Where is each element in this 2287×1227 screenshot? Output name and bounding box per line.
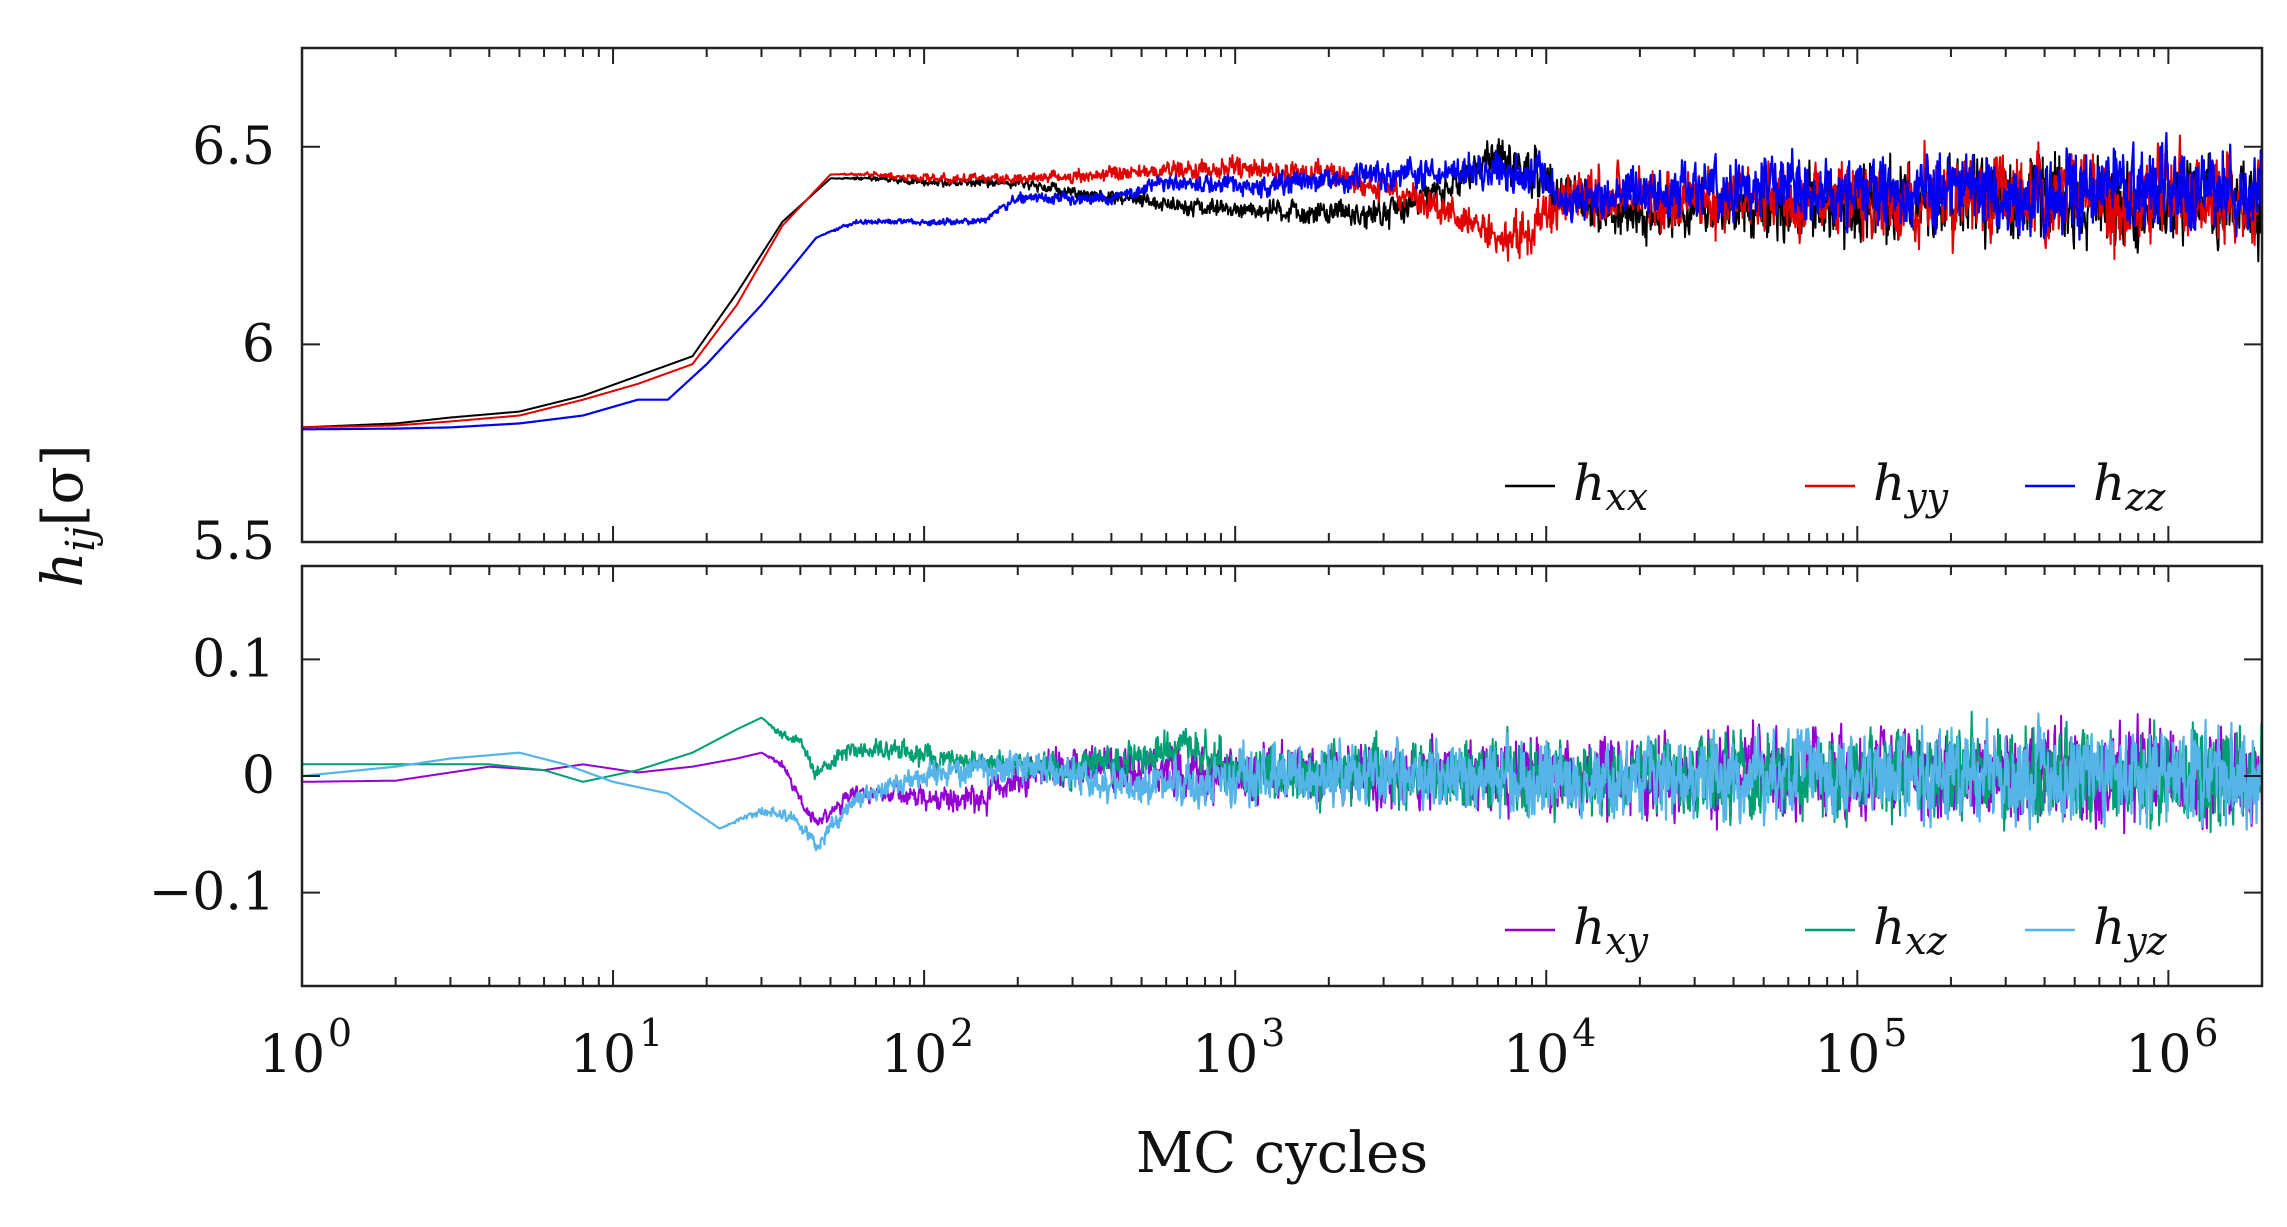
- legend-label-h-zz: hzz: [2093, 454, 2166, 519]
- series-line-h-zz: [302, 131, 2262, 431]
- legend-label-h-xz: hxz: [1873, 898, 1948, 963]
- bottom-panel-series: [302, 710, 2262, 852]
- x-tick-exponent: 6: [2194, 1011, 2218, 1055]
- y-tick-label: −0.1: [149, 863, 275, 923]
- x-tick-exponent: 1: [639, 1011, 663, 1055]
- x-tick-exponent: 5: [1883, 1011, 1907, 1055]
- y-tick-label: 0.1: [192, 629, 275, 689]
- x-tick-label: 10: [881, 1025, 947, 1085]
- x-tick-label: 10: [259, 1025, 325, 1085]
- series-line-h-xz: [302, 710, 2262, 834]
- x-tick-exponent: 0: [328, 1011, 352, 1055]
- legends: hxx hyy hzz hxy hxz hyz: [1505, 454, 2168, 963]
- x-tick-label: 10: [570, 1025, 636, 1085]
- x-axis-title: MC cycles: [1136, 1121, 1428, 1186]
- x-tick-label: 10: [1192, 1025, 1258, 1085]
- x-tick-label: 10: [1503, 1025, 1569, 1085]
- y-tick-label: 0: [242, 746, 275, 806]
- legend-label-h-yz: hyz: [2093, 898, 2168, 963]
- y-tick-label: 6.5: [192, 117, 275, 177]
- series-line-h-yz: [302, 712, 2262, 852]
- y-tick-label: 5.5: [192, 512, 275, 572]
- x-tick-exponent: 4: [1572, 1011, 1596, 1055]
- top-panel-frame: [300, 46, 2264, 544]
- y-tick-label: 6: [242, 314, 275, 374]
- top-panel-series: [302, 131, 2262, 431]
- legend-label-h-xx: hxx: [1573, 454, 1648, 519]
- x-tick-label: 10: [2125, 1025, 2191, 1085]
- tick-labels: 5.566.5−0.100.110 0 10 1 10 2 10 3 10 4 10 5 10 6: [149, 117, 2219, 1085]
- bottom-panel-frame: [300, 564, 2264, 988]
- legend-label-h-yy: hyy: [1873, 454, 1949, 519]
- y-axis-title: hij[σ]: [31, 444, 104, 587]
- x-tick-exponent: 3: [1261, 1011, 1285, 1055]
- legend-label-h-xy: hxy: [1573, 898, 1649, 963]
- x-tick-label: 10: [1814, 1025, 1880, 1085]
- x-tick-exponent: 2: [950, 1011, 974, 1055]
